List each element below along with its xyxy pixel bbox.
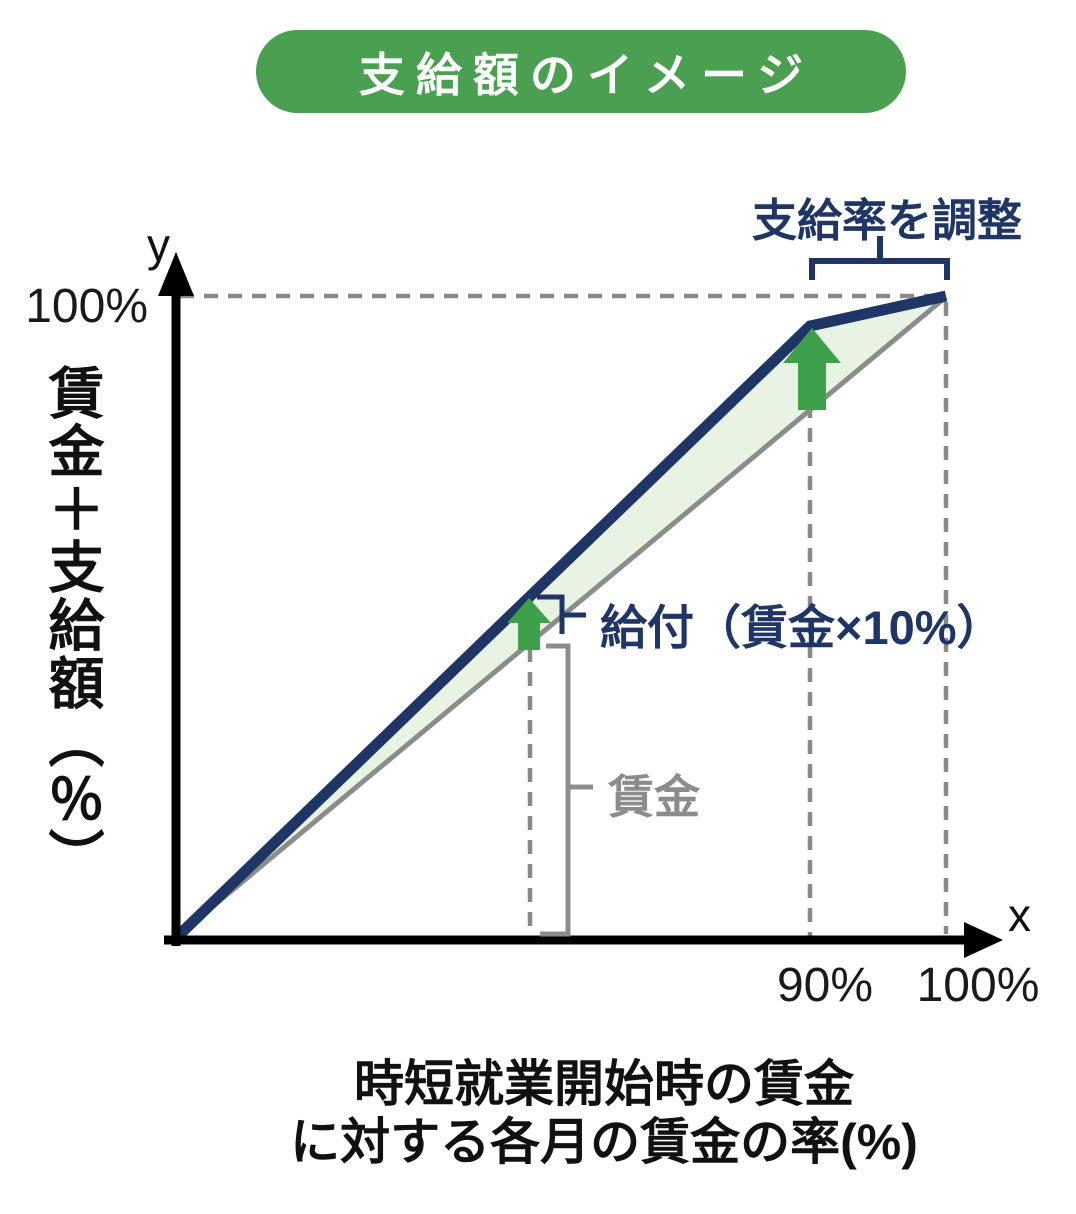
x-axis-title-line1: 時短就業開始時の賃金 bbox=[354, 1056, 854, 1112]
y-axis-arrowhead bbox=[158, 252, 194, 296]
adjust-range-bracket bbox=[809, 236, 950, 280]
wage-plus-benefit-line bbox=[172, 290, 948, 942]
wage-annotation: 賃金 bbox=[608, 771, 700, 823]
x-axis-letter: x bbox=[1008, 889, 1031, 941]
x-tick-100: 100% bbox=[916, 959, 1040, 1012]
wage-span-bracket bbox=[540, 643, 593, 937]
title-badge: 支給額のイメージ bbox=[256, 30, 906, 113]
y-axis-title: 賃金＋支給額（％） bbox=[41, 364, 104, 886]
title-text: 支給額のイメージ bbox=[358, 48, 815, 101]
x-axis-title-line2: に対する各月の賃金の率(%) bbox=[290, 1113, 918, 1170]
x-axis-title: 時短就業開始時の賃金 に対する各月の賃金の率(%) bbox=[120, 1056, 1076, 1171]
adjust-rate-annotation: 支給率を調整 bbox=[751, 195, 1022, 246]
x-axis-arrowhead bbox=[964, 922, 1003, 958]
y-tick-100: 100% bbox=[25, 280, 148, 333]
benefit-up-arrow-icon bbox=[507, 598, 551, 650]
y-axis-letter: y bbox=[147, 219, 170, 271]
benefit-annotation: 給付（賃金×10%） bbox=[600, 601, 1004, 654]
x-tick-90: 90% bbox=[776, 959, 874, 1012]
adjust-up-arrow-icon bbox=[783, 328, 841, 410]
benefit-gap-bracket bbox=[537, 594, 586, 634]
